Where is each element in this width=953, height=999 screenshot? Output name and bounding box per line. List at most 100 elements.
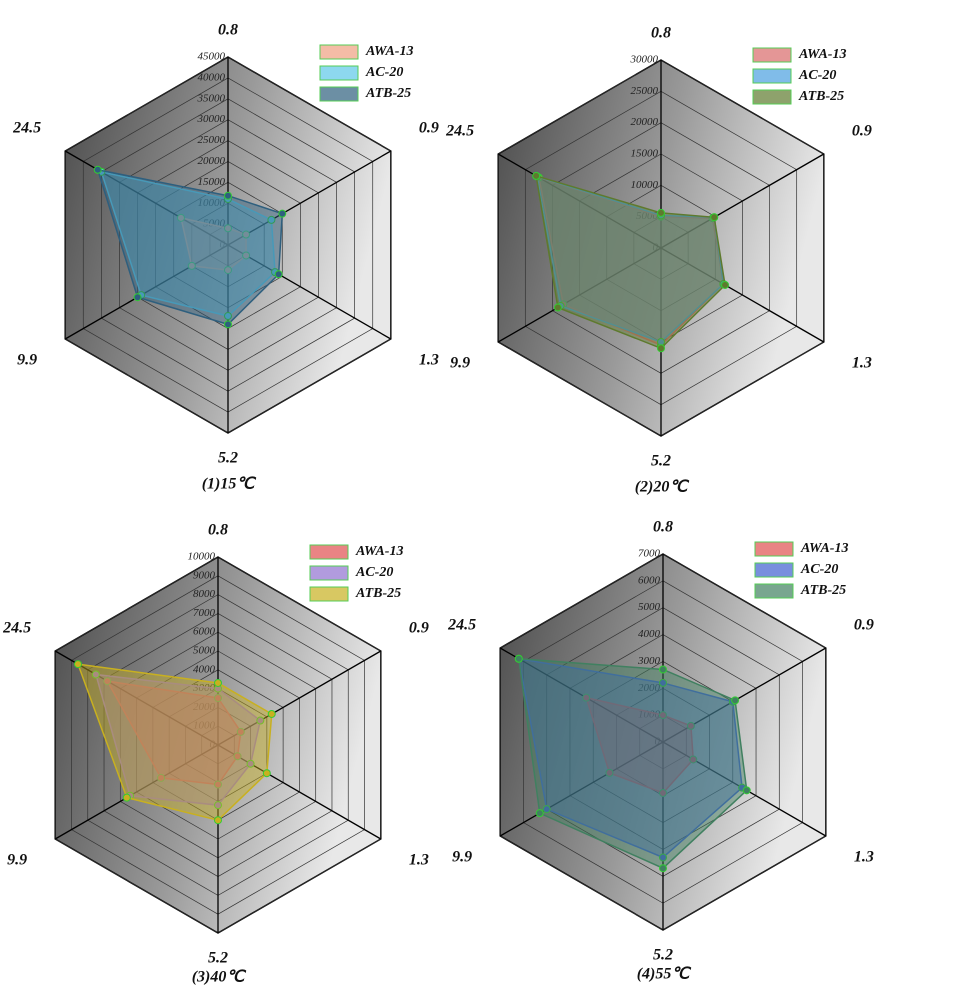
data-point — [214, 801, 222, 810]
r-tick-label: 0 — [210, 739, 216, 751]
r-tick-label: 3000 — [192, 682, 216, 694]
r-tick-label: 40000 — [198, 71, 226, 83]
r-tick-label: 3000 — [637, 655, 661, 667]
data-point — [73, 660, 82, 669]
r-tick-label: 10000 — [631, 179, 659, 191]
radar-chart: 0 1000 2000 3000 4000 5000 6000 7000 0.8 0.9 1.3 5.… — [447, 519, 874, 983]
data-point — [242, 230, 251, 239]
legend-swatch — [754, 562, 794, 578]
r-tick-label: 8000 — [193, 588, 216, 600]
r-tick-label: 10000 — [198, 197, 226, 209]
data-point — [214, 816, 222, 825]
legend-swatch — [752, 47, 792, 63]
data-point — [93, 165, 102, 174]
data-point — [103, 677, 112, 686]
data-point — [514, 654, 523, 663]
data-point — [532, 171, 541, 180]
data-point — [262, 769, 271, 778]
data-point — [659, 789, 667, 798]
data-point — [605, 768, 614, 777]
spoke — [227, 244, 392, 340]
category-label: 5.2 — [651, 453, 671, 470]
category-label: 1.3 — [852, 355, 872, 372]
data-point — [214, 678, 222, 687]
data-point — [236, 727, 245, 736]
data-point — [659, 864, 667, 873]
data-point — [542, 805, 551, 814]
data-point — [224, 191, 232, 200]
spoke — [499, 647, 664, 743]
legend-swatch — [319, 44, 359, 60]
r-tick-label: 7000 — [193, 607, 216, 619]
r-tick-label: 25000 — [198, 134, 226, 146]
legend-label: AC-20 — [355, 565, 393, 580]
spoke — [497, 153, 662, 249]
category-label: 9.9 — [450, 355, 470, 372]
r-tick-label: 7000 — [638, 548, 661, 560]
data-point — [686, 721, 695, 730]
data-point — [246, 759, 255, 768]
chart-title: (2)20℃ — [635, 479, 690, 496]
data-point — [224, 320, 232, 329]
r-tick-label: 30000 — [630, 54, 659, 66]
legend-label: AWA-13 — [355, 544, 403, 559]
data-point — [187, 261, 196, 270]
category-label: 0.8 — [208, 522, 228, 539]
data-point — [214, 694, 222, 702]
data-point — [267, 709, 276, 718]
legend-label: ATB-25 — [365, 86, 411, 101]
data-point — [133, 293, 142, 302]
data-point — [122, 793, 131, 802]
legend-swatch — [309, 586, 349, 602]
legend-label: ATB-25 — [355, 586, 401, 601]
category-label: 24.5 — [447, 617, 476, 634]
category-label: 24.5 — [12, 120, 41, 137]
r-tick-label: 35000 — [197, 92, 226, 104]
category-label: 5.2 — [208, 950, 228, 967]
legend-label: AC-20 — [798, 68, 836, 83]
r-tick-label: 2000 — [638, 682, 661, 694]
spoke — [660, 247, 825, 343]
legend-swatch — [752, 68, 792, 84]
category-label: 0.9 — [409, 620, 429, 637]
legend-label: ATB-25 — [798, 89, 844, 104]
category-label: 1.3 — [854, 849, 874, 866]
r-tick-label: 1000 — [638, 709, 661, 721]
data-point — [274, 270, 283, 279]
data-point — [731, 696, 740, 705]
data-point — [535, 809, 544, 818]
legend-label: AWA-13 — [800, 541, 848, 556]
category-label: 5.2 — [653, 947, 673, 964]
spoke — [499, 741, 664, 837]
r-tick-label: 0 — [653, 242, 659, 254]
r-tick-label: 30000 — [197, 113, 226, 125]
legend-swatch — [319, 65, 359, 81]
spoke — [54, 744, 219, 840]
category-label: 0.9 — [419, 120, 439, 137]
data-point — [256, 716, 265, 725]
category-label: 24.5 — [445, 123, 474, 140]
data-point — [157, 773, 166, 782]
spoke — [64, 244, 229, 340]
legend-swatch — [752, 89, 792, 105]
legend-swatch — [754, 583, 794, 599]
category-label: 1.3 — [409, 852, 429, 869]
spoke — [227, 150, 392, 246]
category-label: 9.9 — [17, 352, 37, 369]
data-point — [224, 312, 232, 321]
category-label: 0.8 — [653, 519, 673, 536]
legend-label: AC-20 — [365, 65, 403, 80]
legend-swatch — [754, 541, 794, 557]
r-tick-label: 9000 — [193, 569, 216, 581]
r-tick-label: 0 — [220, 239, 226, 251]
data-point — [657, 208, 665, 217]
legend-swatch — [309, 544, 349, 560]
r-tick-label: 2000 — [193, 701, 216, 713]
data-point — [242, 251, 251, 260]
r-tick-label: 5000 — [638, 601, 661, 613]
r-tick-label: 1000 — [193, 720, 216, 732]
r-tick-label: 4000 — [638, 628, 661, 640]
data-point — [233, 752, 242, 761]
chart-title: (3)40℃ — [192, 969, 247, 986]
spoke — [497, 247, 662, 343]
